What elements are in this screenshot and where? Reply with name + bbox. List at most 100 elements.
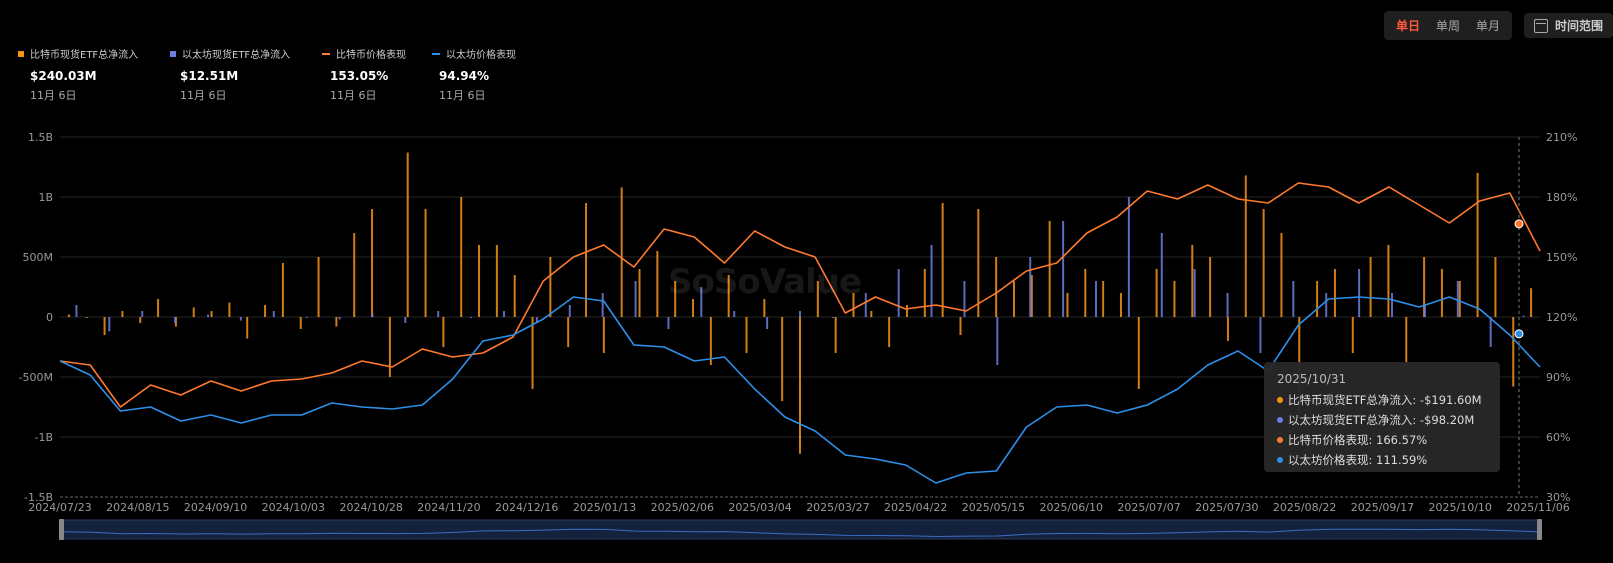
period-daily-tab[interactable]: 单日 — [1395, 19, 1420, 33]
y-left-tick-label: 500M — [23, 251, 54, 264]
legend-label: 比特币价格表现 — [336, 50, 406, 61]
period-monthly-tab[interactable]: 单月 — [1475, 19, 1500, 33]
chart-tooltip: 2025/10/31 比特币现货ETF总净流入: -$191.60M 以太坊现货… — [1264, 362, 1500, 472]
btc-flow-bar — [941, 203, 944, 317]
tooltip-dot — [1277, 457, 1283, 463]
btc-flow-bar — [103, 317, 106, 335]
eth-hover-marker — [1514, 329, 1524, 339]
eth-flow-bar — [766, 317, 769, 329]
btc-flow-bar — [1262, 209, 1265, 317]
btc-flow-bar — [85, 317, 88, 318]
btc-flow-bar — [406, 152, 409, 317]
btc-flow-bar — [567, 317, 570, 347]
btc-flow-bar — [121, 311, 124, 317]
btc-flow-bar — [549, 257, 552, 317]
btc-flow-bar — [1423, 257, 1426, 317]
eth-flow-bar — [404, 317, 407, 323]
eth-flow-summary: $12.51M 11月 6日 — [180, 69, 330, 103]
eth-flow-bar — [272, 311, 275, 317]
legend-eth-flow[interactable]: 以太坊现货ETF总净流入 — [170, 46, 298, 61]
calendar-icon — [1533, 18, 1548, 33]
btc-flow-bar — [1012, 281, 1015, 317]
y-right-tick-label: 60% — [1546, 431, 1570, 444]
btc-flow-bar — [1369, 257, 1372, 317]
x-tick-label: 2025/03/27 — [806, 501, 869, 514]
legend-swatch — [170, 50, 176, 57]
btc-flow-bar — [1191, 245, 1194, 317]
tooltip-text: 以太坊现货ETF总净流入: -$98.20M — [1288, 413, 1475, 427]
x-tick-label: 2024/08/15 — [106, 501, 169, 514]
btc-flow-bar — [1512, 317, 1515, 387]
legend-btc-flow[interactable]: 比特币现货ETF总净流入 — [18, 46, 146, 61]
eth-flow-bar — [1160, 233, 1163, 317]
range-handle-left — [59, 519, 64, 540]
period-weekly-tab[interactable]: 单周 — [1435, 19, 1460, 33]
eth-flow-bar — [897, 269, 900, 317]
btc-flow-bar — [1137, 317, 1140, 389]
y-right-tick-label: 120% — [1546, 311, 1577, 324]
btc-flow-bar — [1316, 281, 1319, 317]
btc-flow-bar — [709, 317, 712, 365]
range-slider-preview — [61, 528, 1541, 538]
btc-flow-bar — [852, 293, 855, 317]
btc-flow-bar — [995, 257, 998, 317]
btc-flow-bar — [264, 305, 267, 317]
btc-flow-bar — [460, 197, 463, 317]
btc-flow-bar — [371, 209, 374, 317]
tooltip-date: 2025/10/31 — [1277, 372, 1347, 386]
legend-btc-price[interactable]: 比特币价格表现 — [322, 46, 412, 61]
btc-flow-bar — [1048, 221, 1051, 317]
btc-flow-bar — [1084, 269, 1087, 317]
btc-flow-bar — [192, 307, 195, 317]
tooltip-dot — [1277, 417, 1283, 423]
time-range-button[interactable]: 时间范围 — [1523, 13, 1613, 38]
x-tick-label: 2025/07/30 — [1195, 501, 1258, 514]
btc-price-line — [59, 182, 1541, 408]
x-tick-label: 2025/03/04 — [728, 501, 791, 514]
eth-flow-bar — [437, 311, 440, 317]
y-right-tick-label: 210% — [1546, 131, 1577, 144]
x-tick-label: 2025/06/10 — [1040, 501, 1103, 514]
eth-flow-bar — [1259, 317, 1262, 353]
btc-flow-bar — [1209, 257, 1212, 317]
btc-flow-bar — [1351, 317, 1354, 353]
x-tick-label: 2025/05/15 — [962, 501, 1025, 514]
eth-price-summary: 94.94% 11月 6日 — [439, 69, 589, 103]
range-handle-right — [1537, 519, 1542, 540]
eth-flow-bar — [535, 317, 538, 323]
eth-flow-bar — [1127, 197, 1130, 317]
btc-flow-bar — [905, 305, 908, 317]
eth-flow-bar — [1029, 257, 1032, 317]
eth-flow-bar — [831, 317, 834, 318]
summary-value: $240.03M — [30, 69, 97, 83]
tooltip-row-btc-price: 比特币价格表现: 166.57% — [1277, 432, 1487, 448]
eth-flow-bar — [733, 311, 736, 317]
eth-flow-bar — [75, 305, 78, 317]
btc-flow-bar — [727, 275, 730, 317]
eth-flow-bar — [996, 317, 999, 365]
y-left-tick-label: 1B — [38, 191, 53, 204]
btc-flow-bar — [763, 299, 766, 317]
eth-flow-bar — [930, 245, 933, 317]
time-range-label: 时间范围 — [1554, 19, 1603, 33]
eth-flow-bar — [634, 281, 637, 317]
x-tick-label: 2024/09/10 — [184, 501, 247, 514]
btc-flow-bar — [299, 317, 302, 329]
summary-value: 153.05% — [330, 69, 389, 83]
btc-flow-bar — [1280, 233, 1283, 317]
summary-date: 11月 6日 — [30, 89, 77, 102]
btc-flow-bar — [620, 187, 623, 317]
x-tick-label: 2024/07/23 — [28, 501, 91, 514]
eth-flow-bar — [700, 287, 703, 317]
eth-flow-bar — [470, 317, 473, 318]
eth-flow-bar — [864, 293, 867, 317]
legend-eth-price[interactable]: 以太坊价格表现 — [432, 46, 516, 61]
eth-flow-bar — [1292, 281, 1295, 317]
eth-flow-bar — [1522, 315, 1525, 317]
y-right-tick-label: 30% — [1546, 491, 1570, 504]
legend-swatch — [432, 52, 440, 55]
legend-swatch — [322, 52, 330, 55]
tooltip-dot — [1277, 437, 1283, 443]
btc-flow-bar — [317, 257, 320, 317]
